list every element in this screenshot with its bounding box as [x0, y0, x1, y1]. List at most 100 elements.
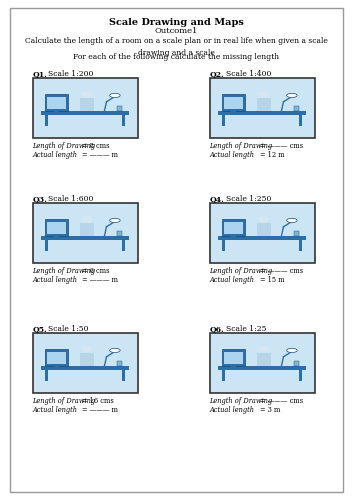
Bar: [231, 366, 236, 368]
Bar: [122, 115, 125, 126]
Text: Actual length: Actual length: [209, 276, 255, 284]
Bar: [299, 370, 302, 381]
Text: Calculate the length of a room on a scale plan or in real life when given a scal: Calculate the length of a room on a scal…: [25, 37, 328, 56]
Bar: [41, 236, 129, 240]
Bar: [299, 240, 302, 251]
Bar: [41, 366, 129, 370]
Text: Scale 1:250: Scale 1:250: [226, 195, 271, 203]
Bar: [45, 219, 68, 236]
Text: Actual length: Actual length: [209, 151, 255, 159]
Ellipse shape: [110, 94, 120, 98]
Bar: [257, 223, 271, 236]
Bar: [224, 352, 243, 364]
Bar: [54, 111, 59, 114]
Ellipse shape: [110, 218, 120, 222]
Text: Q1.: Q1.: [32, 70, 47, 78]
Ellipse shape: [287, 94, 297, 98]
Bar: [218, 366, 306, 370]
Bar: [41, 111, 129, 115]
Text: Length of Drawing: Length of Drawing: [209, 267, 273, 275]
Text: Length of Drawing: Length of Drawing: [209, 397, 273, 405]
Bar: [47, 96, 66, 110]
Ellipse shape: [82, 216, 92, 222]
Ellipse shape: [258, 216, 269, 222]
Bar: [209, 333, 315, 393]
Bar: [218, 111, 306, 115]
Bar: [117, 106, 122, 111]
Bar: [222, 219, 245, 236]
Text: Actual length: Actual length: [209, 406, 255, 414]
Bar: [209, 203, 315, 263]
Bar: [45, 370, 48, 381]
Text: = 16 cms: = 16 cms: [83, 397, 114, 405]
Ellipse shape: [258, 346, 269, 352]
Ellipse shape: [82, 91, 92, 97]
Ellipse shape: [287, 348, 297, 352]
Text: Scale 1:200: Scale 1:200: [48, 70, 94, 78]
Text: Scale 1:400: Scale 1:400: [226, 70, 271, 78]
Bar: [222, 240, 225, 251]
Text: Q6.: Q6.: [209, 325, 224, 333]
Text: = 12 m: = 12 m: [259, 151, 284, 159]
Text: Actual length: Actual length: [32, 276, 78, 284]
Text: Q2.: Q2.: [209, 70, 224, 78]
Text: = ——— m: = ——— m: [83, 406, 119, 414]
Text: = ——— m: = ——— m: [83, 276, 119, 284]
Text: Outcome1: Outcome1: [154, 27, 198, 35]
Bar: [117, 230, 122, 236]
Bar: [257, 353, 271, 366]
Bar: [224, 96, 243, 110]
Bar: [294, 230, 299, 236]
Text: = ——— cms: = ——— cms: [259, 142, 303, 150]
Bar: [32, 203, 138, 263]
Text: Scale 1:50: Scale 1:50: [48, 325, 89, 333]
Text: = 8 cms: = 8 cms: [83, 142, 110, 150]
Text: Q4.: Q4.: [209, 195, 224, 203]
Bar: [117, 360, 122, 366]
Text: Scale 1:25: Scale 1:25: [226, 325, 266, 333]
Text: Scale Drawing and Maps: Scale Drawing and Maps: [109, 18, 244, 27]
Bar: [80, 223, 94, 236]
Text: = ——— cms: = ——— cms: [259, 267, 303, 275]
Bar: [231, 236, 236, 238]
Bar: [222, 94, 245, 111]
Text: = 6 cms: = 6 cms: [83, 267, 110, 275]
Ellipse shape: [82, 346, 92, 352]
Text: For each of the following calculate the missing length: For each of the following calculate the …: [73, 53, 279, 61]
Bar: [218, 236, 306, 240]
Bar: [122, 240, 125, 251]
Ellipse shape: [258, 91, 269, 97]
Bar: [45, 349, 68, 366]
Bar: [294, 360, 299, 366]
Text: Actual length: Actual length: [32, 151, 78, 159]
Text: = 3 m: = 3 m: [259, 406, 280, 414]
Ellipse shape: [110, 348, 120, 352]
Bar: [32, 78, 138, 138]
Bar: [45, 115, 48, 126]
Text: = ——— m: = ——— m: [83, 151, 119, 159]
Bar: [231, 111, 236, 114]
Bar: [294, 106, 299, 111]
Bar: [224, 222, 243, 234]
Bar: [32, 333, 138, 393]
Bar: [222, 370, 225, 381]
Text: Length of Drawing: Length of Drawing: [32, 267, 96, 275]
Bar: [299, 115, 302, 126]
Bar: [209, 78, 315, 138]
Ellipse shape: [287, 218, 297, 222]
Text: Q3.: Q3.: [32, 195, 47, 203]
Text: Length of Drawing: Length of Drawing: [32, 397, 96, 405]
Bar: [54, 236, 59, 238]
Bar: [45, 94, 68, 111]
Bar: [222, 349, 245, 366]
Text: Actual length: Actual length: [32, 406, 78, 414]
Text: = 15 m: = 15 m: [259, 276, 284, 284]
Bar: [122, 370, 125, 381]
Text: = ——— cms: = ——— cms: [259, 397, 303, 405]
Bar: [80, 353, 94, 366]
Bar: [54, 366, 59, 368]
Text: Length of Drawing: Length of Drawing: [209, 142, 273, 150]
Text: Q5.: Q5.: [32, 325, 47, 333]
Text: Length of Drawing: Length of Drawing: [32, 142, 96, 150]
Bar: [80, 98, 94, 111]
